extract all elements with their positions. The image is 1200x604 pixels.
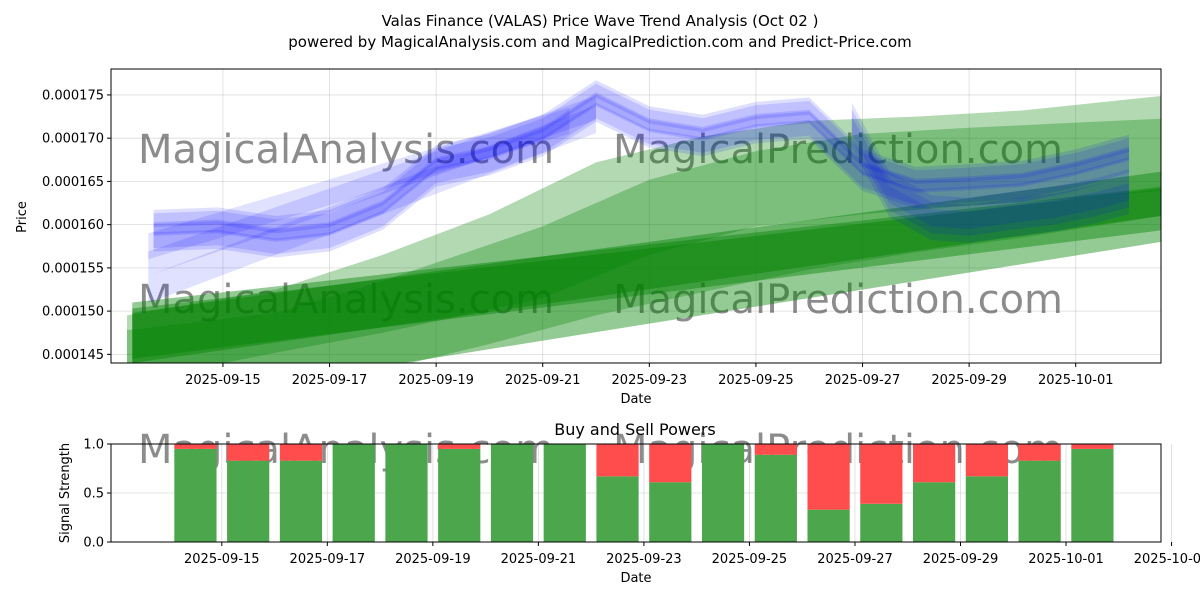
price-x-tick-label: 2025-09-19 [398, 373, 474, 388]
blue-wave-band [153, 83, 1130, 241]
signal-x-tick-label: 2025-09-21 [501, 552, 577, 567]
blue-light-band [148, 107, 570, 260]
price-x-axis-label: Date [620, 392, 651, 407]
blue-wave-band [153, 102, 1130, 258]
price-grid [111, 69, 1161, 363]
watermark-text: MagicalPrediction.com [613, 127, 1063, 173]
price-plot-frame [110, 68, 1162, 364]
sell-power-bar [1071, 444, 1114, 449]
signal-x-tick-label: 2025-10-01 [1028, 552, 1104, 567]
price-x-tick-label: 2025-09-27 [825, 373, 901, 388]
buy-power-bar [1071, 448, 1114, 542]
blue-dip-band [851, 116, 1129, 243]
sell-power-bar [438, 444, 481, 449]
price-x-tick-label: 2025-09-29 [931, 373, 1007, 388]
sell-power-bar [965, 444, 1008, 477]
signal-x-tick-label: 2025-09-15 [184, 552, 260, 567]
signal-bars [174, 444, 1114, 542]
buy-power-bar [596, 476, 639, 542]
price-y-axis-label: Price [15, 201, 30, 233]
sell-power-bar [596, 444, 639, 477]
buy-power-bar [754, 454, 797, 542]
price-chart: MagicalAnalysis.com MagicalPrediction.com… [15, 68, 1162, 407]
signal-y-tick-label: 0.5 [83, 487, 104, 502]
blue-wave-band [153, 94, 1130, 254]
buy-power-bar [438, 448, 481, 542]
buy-power-bar [543, 444, 586, 542]
sell-power-bar [1018, 444, 1061, 461]
buy-power-bar [649, 482, 692, 542]
signal-y-tick-label: 0.0 [83, 536, 104, 551]
price-y-ticks: 0.000145 0.000150 0.000155 0.000160 0.000165… [42, 88, 111, 363]
price-watermarks: MagicalAnalysis.com MagicalPrediction.com… [138, 127, 1063, 323]
buy-power-bar [174, 448, 217, 542]
blue-light-band [148, 95, 597, 276]
sell-power-bar [860, 444, 903, 504]
signal-x-axis-label: Date [620, 571, 651, 586]
sell-power-bar [754, 444, 797, 455]
price-series [127, 80, 1161, 363]
watermark-text: MagicalPrediction.com [613, 277, 1063, 323]
price-x-ticks: 2025-09-15 2025-09-17 2025-09-19 2025-09-21… [185, 363, 1114, 388]
signal-y-ticks: 0.0 0.5 1.0 [83, 438, 111, 551]
buy-power-bar [701, 444, 745, 542]
price-y-tick-label: 0.000145 [42, 348, 104, 363]
buy-power-bar [332, 444, 375, 542]
watermark-text: MagicalAnalysis.com [138, 127, 554, 173]
chart-title-line1: Valas Finance (VALAS) Price Wave Trend A… [382, 12, 819, 30]
green-forecast-band [127, 118, 1161, 363]
sell-power-bar [174, 444, 217, 449]
buy-power-bar [807, 509, 850, 542]
signal-x-tick-label: 2025-09-25 [712, 552, 788, 567]
price-y-tick-label: 0.000150 [42, 305, 104, 320]
price-y-tick-label: 0.000170 [42, 132, 104, 147]
sell-power-bar [649, 444, 692, 483]
price-y-tick-label: 0.000165 [42, 175, 104, 190]
signal-chart-title: Buy and Sell Powers [554, 420, 716, 439]
green-forecast-band [132, 171, 1161, 363]
signal-x-tick-label: 2025-09-23 [606, 552, 682, 567]
buy-power-bar [860, 503, 903, 542]
sell-power-bar [227, 444, 270, 461]
buy-power-bar [490, 444, 534, 542]
buy-power-bar [227, 460, 270, 542]
sell-power-bar [807, 444, 850, 510]
green-forecast-band [132, 186, 1161, 363]
blue-wave-band [153, 92, 1130, 242]
buy-power-bar [965, 476, 1008, 542]
signal-x-tick-label: 2025-10-03 [1134, 552, 1200, 567]
price-x-tick-label: 2025-09-25 [718, 373, 794, 388]
signal-chart: Buy and Sell Powers MagicalAnalysis.comM… [58, 420, 1200, 586]
price-y-tick-label: 0.000160 [42, 218, 104, 233]
signal-x-tick-label: 2025-09-17 [290, 552, 366, 567]
blue-light-band [148, 105, 597, 304]
price-x-tick-label: 2025-10-01 [1038, 373, 1114, 388]
signal-y-tick-label: 1.0 [83, 438, 104, 453]
buy-power-bar [279, 460, 323, 542]
sell-power-bar [913, 444, 956, 483]
signal-x-tick-label: 2025-09-29 [923, 552, 999, 567]
blue-dip-band [851, 109, 1129, 236]
signal-x-tick-label: 2025-09-19 [395, 552, 471, 567]
price-y-tick-label: 0.000155 [42, 261, 104, 276]
signal-x-tick-label: 2025-09-27 [817, 552, 893, 567]
blue-wave-band [153, 80, 1130, 234]
sell-power-bar [279, 444, 323, 461]
buy-power-bar [385, 444, 428, 542]
signal-x-ticks: 2025-09-15 2025-09-17 2025-09-19 2025-09-21… [184, 542, 1200, 567]
green-forecast-band [132, 188, 1161, 359]
blue-dip-band [851, 102, 1129, 229]
price-y-tick-label: 0.000175 [42, 88, 104, 103]
price-x-tick-label: 2025-09-23 [612, 373, 688, 388]
buy-power-bar [1018, 460, 1061, 542]
price-x-tick-label: 2025-09-15 [185, 373, 261, 388]
buy-power-bar [913, 482, 956, 542]
green-forecast-band [127, 96, 1161, 363]
price-x-tick-label: 2025-09-21 [505, 373, 581, 388]
chart-title-line2: powered by MagicalAnalysis.com and Magic… [288, 33, 912, 51]
signal-y-axis-label: Signal Strength [58, 443, 73, 543]
price-x-tick-label: 2025-09-17 [292, 373, 368, 388]
watermark-text: MagicalAnalysis.com [138, 277, 554, 323]
